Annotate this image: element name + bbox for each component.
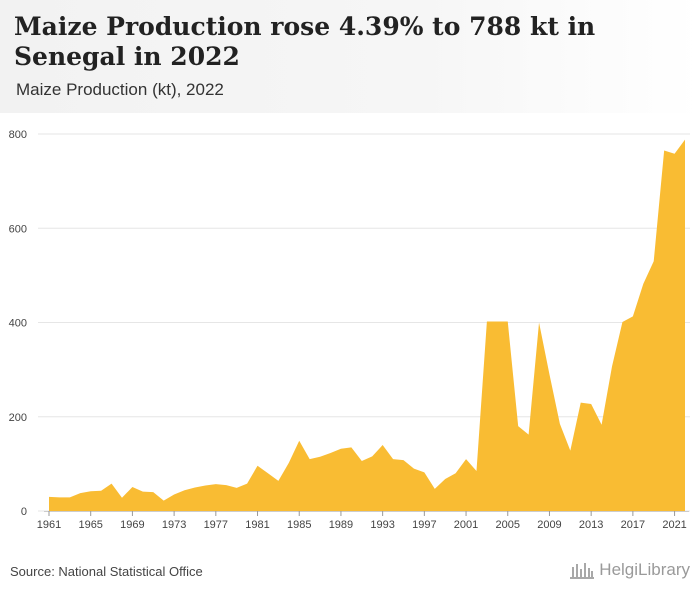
x-tick-label: 1973 — [162, 519, 186, 531]
x-tick-label: 1993 — [370, 519, 394, 531]
x-tick-label: 1981 — [245, 519, 269, 531]
logo-text: HelgiLibrary — [599, 560, 690, 579]
y-tick-label: 400 — [9, 318, 27, 330]
maize-production-area — [49, 139, 685, 511]
x-tick-label: 2001 — [454, 519, 478, 531]
y-tick-label: 800 — [9, 129, 27, 141]
x-tick-label: 1977 — [204, 519, 228, 531]
x-tick-label: 1965 — [78, 519, 102, 531]
x-tick-label: 2009 — [537, 519, 561, 531]
header-band: Maize Production rose 4.39% to 788 kt in… — [0, 0, 700, 113]
x-tick-label: 2005 — [496, 519, 520, 531]
library-building-icon — [570, 563, 595, 579]
x-tick-label: 1997 — [412, 519, 436, 531]
chart-subtitle: Maize Production (kt), 2022 — [16, 80, 224, 99]
x-tick-label: 2021 — [662, 519, 686, 531]
y-tick-label: 200 — [9, 412, 27, 424]
x-tick-label: 1989 — [329, 519, 353, 531]
helgi-library-logo: HelgiLibrary — [569, 560, 690, 580]
x-tick-label: 1985 — [287, 519, 311, 531]
x-tick-label: 2013 — [579, 519, 603, 531]
chart-title: Maize Production rose 4.39% to 788 kt in… — [14, 12, 596, 71]
y-tick-label: 600 — [9, 223, 27, 235]
x-tick-label: 1969 — [120, 519, 144, 531]
maize-production-area-chart: 0 200 400 600 800 1961 1965 1969 1973 1977 1981 198… — [9, 129, 690, 531]
x-tick-label: 1961 — [37, 519, 61, 531]
x-tick-label: 2017 — [621, 519, 645, 531]
source-note: Source: National Statistical Office — [10, 564, 203, 579]
y-tick-label: 0 — [21, 506, 27, 518]
